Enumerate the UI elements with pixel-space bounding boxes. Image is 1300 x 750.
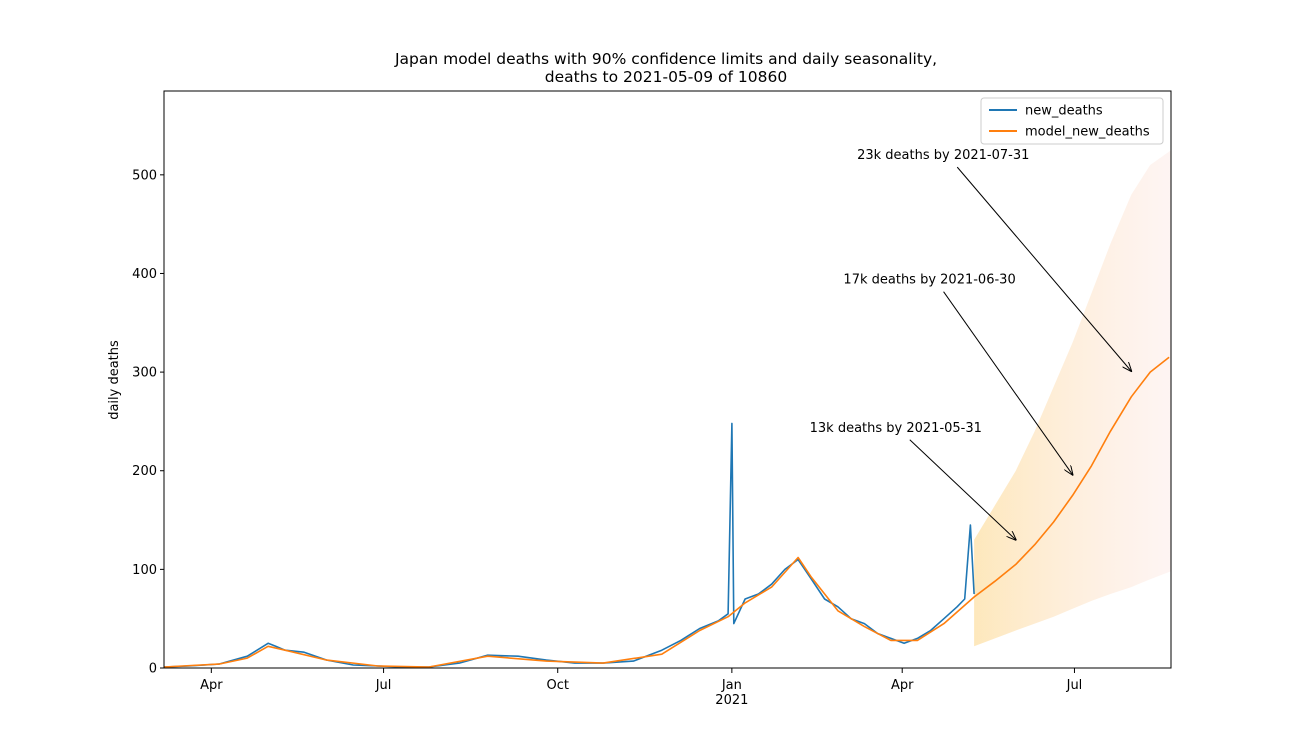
chart-title-line2: deaths to 2021-05-09 of 10860 (545, 68, 787, 86)
x-tick-label: Jan (721, 678, 742, 693)
y-tick-label: 0 (149, 662, 157, 677)
legend-entry-model_new_deaths: model_new_deaths (1025, 125, 1150, 140)
legend: new_deaths model_new_deaths (980, 97, 1164, 145)
x-tick-label: Oct (546, 678, 568, 693)
chart-title-line1: Japan model deaths with 90% confidence l… (394, 50, 937, 68)
annotation-label: 17k deaths by 2021-06-30 (843, 273, 1015, 288)
annotations: 13k deaths by 2021-05-31 17k deaths by 20… (810, 148, 1132, 540)
confidence-band (974, 150, 1171, 647)
annotation-label: 13k deaths by 2021-05-31 (810, 421, 982, 436)
y-tick-label: 300 (132, 366, 157, 381)
series-line-model_new_deaths (164, 356, 1170, 668)
y-axis-label: daily deaths (107, 340, 122, 420)
x-tick-label: Apr (891, 678, 914, 693)
plot-area (164, 150, 1171, 668)
legend-entry-new_deaths: new_deaths (1025, 104, 1103, 119)
legend-box (980, 97, 1164, 145)
y-tick-label: 100 (132, 563, 157, 578)
annotation-arrow (943, 291, 1073, 475)
y-tick-label: 500 (132, 168, 157, 183)
x-tick-label: Jul (375, 678, 392, 693)
annotation-label: 23k deaths by 2021-07-31 (857, 148, 1029, 163)
series-line-new_deaths (164, 422, 975, 668)
x-tick-label: Apr (200, 678, 223, 693)
y-tick-label: 400 (132, 267, 157, 282)
axes-frame (163, 90, 1172, 669)
y-tick-label: 200 (132, 464, 157, 479)
x-tick-sublabel: 2021 (715, 693, 748, 708)
x-tick-label: Jul (1066, 678, 1083, 693)
annotation-arrow (956, 166, 1131, 371)
annotation-arrow (909, 439, 1016, 540)
